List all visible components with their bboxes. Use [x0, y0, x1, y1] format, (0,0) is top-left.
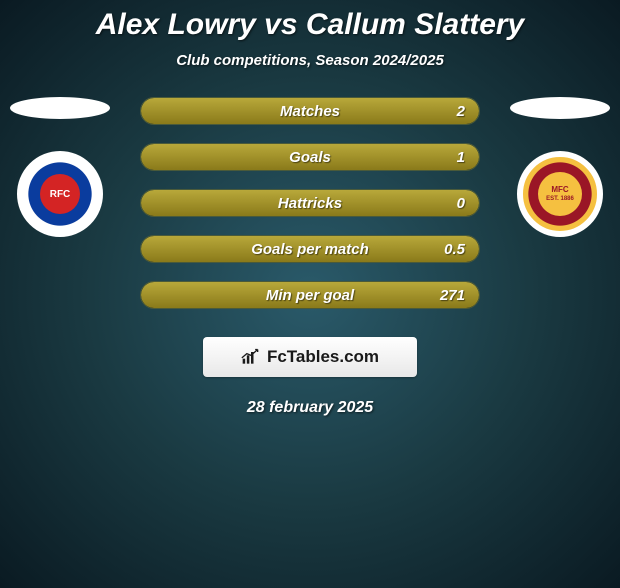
branding-box[interactable]: FcTables.com — [203, 337, 417, 377]
stat-bar: Min per goal271 — [140, 281, 480, 309]
player-left-crest-label: RFC — [40, 174, 80, 214]
player-right-crest-inner: MFC EST. 1886 — [538, 172, 582, 216]
player-left-ellipse — [10, 97, 110, 119]
player-right-ellipse — [510, 97, 610, 119]
stat-bar: Goals1 — [140, 143, 480, 171]
date-label: 28 february 2025 — [0, 399, 620, 417]
stat-bar-value: 0.5 — [444, 236, 465, 262]
stat-bar-label: Goals per match — [141, 236, 479, 262]
stat-bar-label: Hattricks — [141, 190, 479, 216]
stat-bar: Hattricks0 — [140, 189, 480, 217]
branding-text: FcTables.com — [267, 347, 379, 367]
comparison-panel: RFC MFC EST. 1886 Matches2 Goals1 Hattrick… — [0, 97, 620, 309]
stat-bar-value: 0 — [457, 190, 465, 216]
stat-bar-value: 2 — [457, 98, 465, 124]
stat-bar: Goals per match0.5 — [140, 235, 480, 263]
player-left-crest: RFC — [17, 151, 103, 237]
player-right-crest-label: MFC — [551, 186, 568, 194]
stat-bar-label: Min per goal — [141, 282, 479, 308]
stat-bar-label: Goals — [141, 144, 479, 170]
player-right-crest: MFC EST. 1886 — [517, 151, 603, 237]
stat-bar-value: 271 — [440, 282, 465, 308]
stat-bars: Matches2Goals1Hattricks0Goals per match0… — [140, 97, 480, 309]
stat-bar-label: Matches — [141, 98, 479, 124]
page-title: Alex Lowry vs Callum Slattery — [0, 8, 620, 42]
stat-bar: Matches2 — [140, 97, 480, 125]
stat-bar-value: 1 — [457, 144, 465, 170]
subtitle: Club competitions, Season 2024/2025 — [0, 52, 620, 69]
player-right-crest-est: EST. 1886 — [546, 196, 574, 202]
chart-icon — [241, 348, 261, 366]
